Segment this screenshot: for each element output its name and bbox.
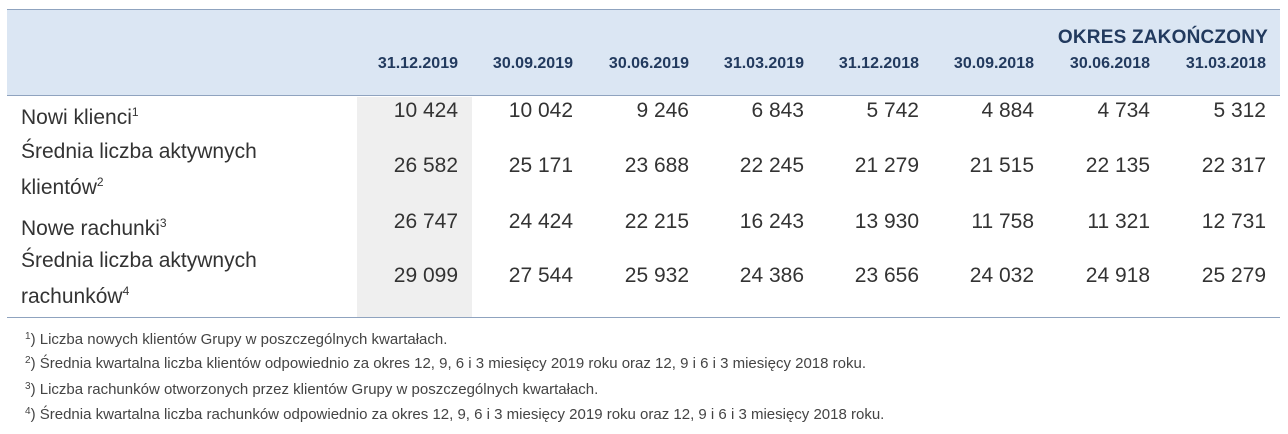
table-cell: 21 279 — [854, 154, 919, 177]
table-cell: 25 932 — [624, 264, 689, 287]
table-cell: 22 215 — [624, 210, 689, 233]
table-cell: 9 246 — [636, 99, 689, 122]
table-cell: 22 135 — [1085, 154, 1150, 177]
table-cell: 22 245 — [739, 154, 804, 177]
table-cell: 24 386 — [739, 264, 804, 287]
table-cell: 23 656 — [854, 264, 919, 287]
table-cell: 25 171 — [508, 154, 573, 177]
row-label: Nowe rachunki3 — [21, 216, 167, 240]
table-cell: 4 884 — [981, 99, 1034, 122]
table-cell: 21 515 — [969, 154, 1034, 177]
column-header: 30.09.2019 — [492, 55, 573, 72]
table-cell: 24 918 — [1085, 264, 1150, 287]
table-cell: 13 930 — [854, 210, 919, 233]
table-bottom-rule — [7, 317, 1280, 318]
footnote: 3) Liczba rachunków otworzonych przez kl… — [25, 381, 599, 398]
table-cell: 5 742 — [866, 99, 919, 122]
row-label: Nowi klienci1 — [21, 105, 139, 129]
table-cell: 27 544 — [508, 264, 573, 287]
table-cell: 10 042 — [508, 99, 573, 122]
table-cell: 22 317 — [1201, 154, 1266, 177]
table-cell: 24 032 — [969, 264, 1034, 287]
table-cell: 10 424 — [393, 99, 458, 122]
column-header: 30.06.2018 — [1069, 55, 1150, 72]
table-cell: 29 099 — [393, 264, 458, 287]
table-cell: 11 758 — [971, 210, 1034, 233]
table-cell: 6 843 — [751, 99, 804, 122]
footnote: 4) Średnia kwartalna liczba rachunków od… — [25, 406, 885, 423]
column-header: 31.03.2019 — [723, 55, 804, 72]
table-cell: 4 734 — [1097, 99, 1150, 122]
column-header: 30.06.2019 — [608, 55, 689, 72]
row-label: Średnia liczba aktywnych klientów2 — [21, 140, 257, 199]
table-cell: 5 312 — [1213, 99, 1266, 122]
footnote: 1) Liczba nowych klientów Grupy w poszcz… — [25, 331, 448, 348]
highlight-column — [357, 97, 472, 317]
column-header: 30.09.2018 — [953, 55, 1034, 72]
column-header: 31.03.2018 — [1185, 55, 1266, 72]
column-header: 31.12.2019 — [377, 55, 458, 72]
table-cell: 23 688 — [624, 154, 689, 177]
table-cell: 12 731 — [1201, 210, 1266, 233]
footnote: 2) Średnia kwartalna liczba klientów odp… — [25, 355, 866, 372]
table-header: OKRES ZAKOŃCZONY — [7, 9, 1280, 96]
table-cell: 26 582 — [393, 154, 458, 177]
table-cell: 16 243 — [739, 210, 804, 233]
row-label: Średnia liczba aktywnych rachunków4 — [21, 249, 257, 308]
column-header: 31.12.2018 — [838, 55, 919, 72]
table-cell: 26 747 — [393, 210, 458, 233]
period-heading: OKRES ZAKOŃCZONY — [1057, 27, 1268, 48]
table-cell: 11 321 — [1087, 210, 1150, 233]
table-cell: 24 424 — [508, 210, 573, 233]
table-cell: 25 279 — [1201, 264, 1266, 287]
